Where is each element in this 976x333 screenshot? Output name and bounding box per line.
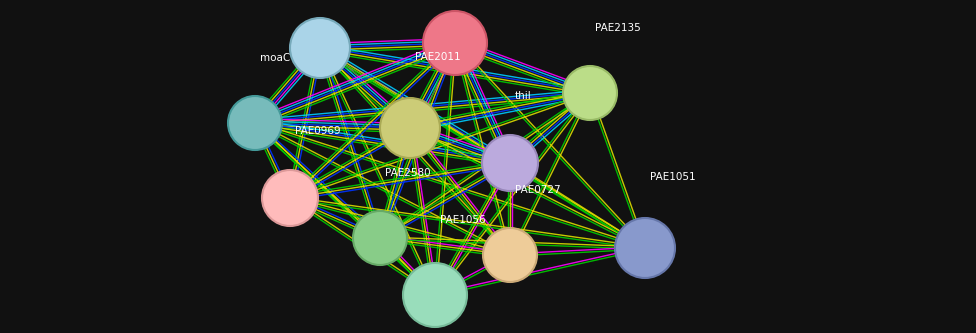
Ellipse shape (228, 96, 282, 150)
Ellipse shape (403, 263, 467, 327)
Ellipse shape (353, 211, 407, 265)
Text: PAE2135: PAE2135 (595, 23, 641, 33)
Text: PAE0969: PAE0969 (295, 126, 341, 136)
Ellipse shape (482, 135, 538, 191)
Text: PAE0727: PAE0727 (515, 185, 560, 195)
Text: thil: thil (515, 91, 532, 101)
Ellipse shape (563, 66, 617, 120)
Text: PAE1056: PAE1056 (440, 215, 486, 225)
Text: PAE1051: PAE1051 (650, 172, 696, 182)
Ellipse shape (483, 228, 537, 282)
Ellipse shape (423, 11, 487, 75)
Ellipse shape (380, 98, 440, 158)
Text: PAE2011: PAE2011 (415, 52, 461, 62)
Text: PAE2580: PAE2580 (385, 168, 430, 178)
Ellipse shape (262, 170, 318, 226)
Ellipse shape (290, 18, 350, 78)
Ellipse shape (615, 218, 675, 278)
Text: moaC: moaC (260, 53, 290, 63)
